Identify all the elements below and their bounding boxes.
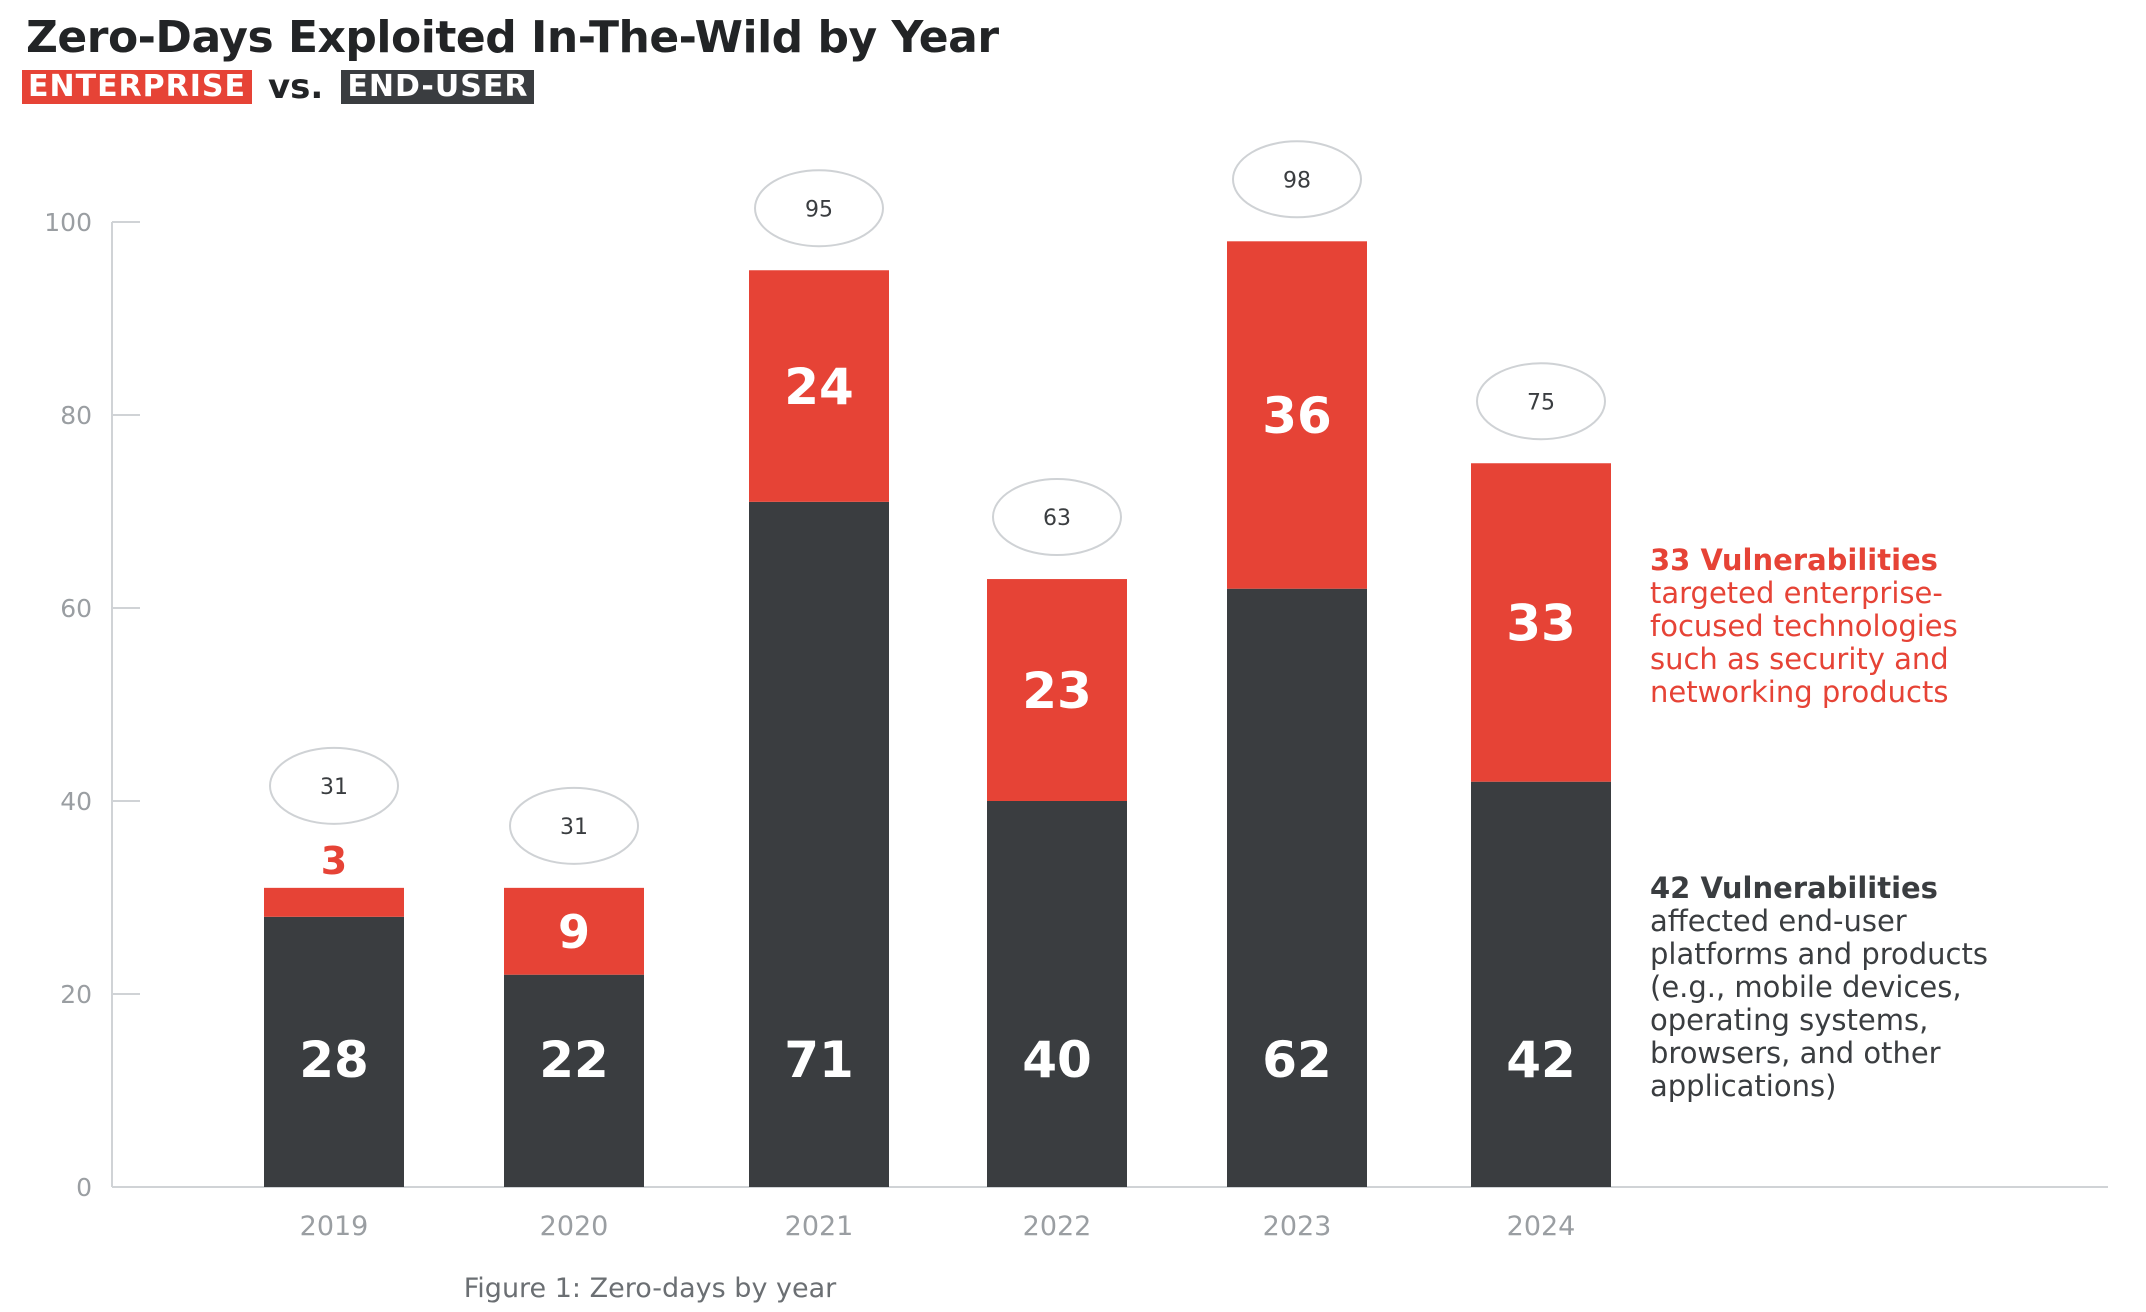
end-user-value-label: 22 [539,1031,609,1089]
enterprise-annotation-line: focused technologies [1650,609,1958,643]
y-tick-label: 80 [60,401,92,430]
enterprise-annotation-line: networking products [1650,675,1949,709]
bar-enterprise [504,887,644,975]
bar-end-user [987,801,1127,1187]
legend-vs-text: vs. [268,67,324,107]
chart-subtitle: ENTERPRISE vs. END-USER [22,67,535,107]
total-bubble [1232,140,1362,219]
bar-end-user [1471,781,1611,1187]
end-user-annotation-line: (e.g., mobile devices, [1650,970,1962,1004]
end-user-annotation-line: affected end-user [1650,904,1907,938]
end-user-annotation-line: platforms and products [1650,937,1988,971]
total-value-label: 31 [320,775,348,800]
total-bubble [509,786,639,865]
enterprise-annotation-line: such as security and [1650,642,1949,676]
figure-caption: Figure 1: Zero-days by year [463,1273,837,1304]
x-tick-label: 2023 [1263,1211,1332,1242]
y-tick-label: 0 [76,1173,92,1202]
y-tick-label: 20 [60,980,92,1009]
bar-end-user [504,974,644,1187]
enterprise-value-label: 9 [558,905,590,959]
x-tick-label: 2020 [540,1211,609,1242]
y-tick-label: 60 [60,594,92,623]
axes: 0 20 40 60 80 100 [44,208,2108,1202]
bar-enterprise [987,579,1127,801]
enterprise-value-label: 36 [1262,387,1332,445]
enterprise-value-label: 33 [1506,594,1576,652]
total-bubble [992,478,1122,557]
end-user-annotation-head: 42 Vulnerabilities [1650,871,1938,905]
enterprise-value-label: 24 [784,358,854,416]
enterprise-value-label: 3 [321,839,347,883]
enterprise-annotation-head: 33 Vulnerabilities [1650,543,1938,577]
legend-end-user-tag: END-USER [341,70,535,104]
y-tick-label: 100 [44,208,92,237]
end-user-value-label: 28 [299,1031,369,1089]
total-bubble [754,169,884,248]
end-user-annotation-line: operating systems, [1650,1003,1929,1037]
end-user-value-label: 71 [784,1031,854,1089]
legend-enterprise-tag: ENTERPRISE [22,70,253,104]
end-user-value-label: 62 [1262,1031,1332,1089]
total-value-label: 98 [1283,168,1311,193]
y-tick-label: 40 [60,787,92,816]
bar-labels: 28 3 31 2019 22 9 31 2020 71 24 95 2021 40 23 63 2022 62… [269,140,1606,1242]
bar-enterprise [1471,463,1611,782]
enterprise-annotation-line: targeted enterprise- [1650,576,1943,610]
x-tick-label: 2024 [1507,1211,1576,1242]
bars [264,241,1611,1188]
bar-end-user [1227,588,1367,1187]
bar-enterprise [1227,241,1367,589]
bar-end-user [264,916,404,1187]
x-tick-label: 2021 [785,1211,854,1242]
enterprise-value-label: 23 [1022,662,1092,720]
chart-title: Zero-Days Exploited In-The-Wild by Year [26,12,999,63]
total-value-label: 31 [560,815,588,840]
end-user-annotation: 42 Vulnerabilities affected end-user pla… [1650,872,1988,1103]
x-tick-label: 2022 [1023,1211,1092,1242]
end-user-value-label: 40 [1022,1031,1092,1089]
bar-end-user [749,501,889,1188]
bar-enterprise [264,887,404,917]
end-user-value-label: 42 [1506,1031,1576,1089]
total-bubble [269,746,399,825]
bar-enterprise [749,270,889,502]
enterprise-annotation: 33 Vulnerabilities targeted enterprise- … [1650,544,1958,709]
total-bubble [1476,362,1606,441]
end-user-annotation-line: browsers, and other [1650,1036,1941,1070]
total-value-label: 75 [1527,390,1555,415]
x-tick-label: 2019 [300,1211,369,1242]
total-value-label: 95 [805,197,833,222]
total-value-label: 63 [1043,506,1071,531]
end-user-annotation-line: applications) [1650,1069,1837,1103]
